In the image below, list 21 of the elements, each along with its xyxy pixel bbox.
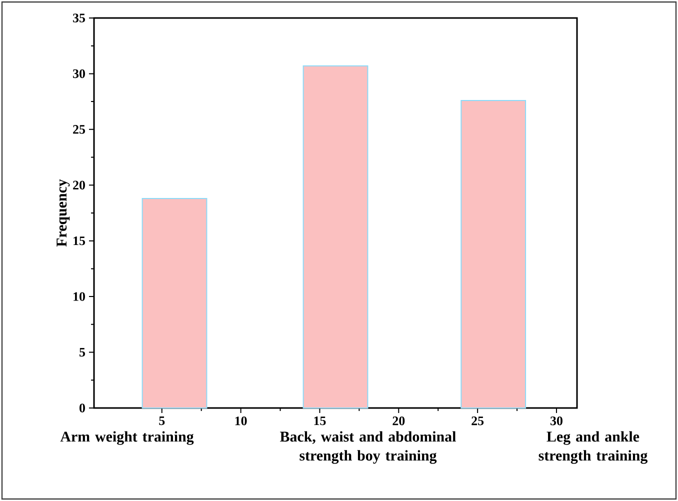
bar	[460, 100, 526, 408]
text: Arm weight training	[60, 431, 194, 445]
x-tick-label: 10	[235, 416, 247, 426]
bar	[142, 198, 208, 408]
y-tick-label: 30	[73, 69, 85, 78]
text: Leg and ankle strength training	[538, 431, 648, 464]
y-tick-label: 20	[73, 180, 85, 190]
y-tick-label: 35	[73, 14, 86, 22]
y-tick-label: 0	[80, 404, 85, 412]
x-tick-label: 15	[314, 416, 326, 426]
y-tick-label: 10	[74, 292, 85, 301]
y-tick-label: 25	[73, 125, 86, 134]
text: Back, waist and abdominal strength boy training	[280, 431, 456, 464]
x-tick-label: 25	[472, 416, 484, 426]
y-tick-label: 15	[74, 236, 86, 246]
x-tick-label: 30	[550, 416, 562, 426]
x-tick-label: 5	[159, 416, 165, 426]
y-tick-label: 5	[80, 348, 86, 357]
y-axis-title: Frequency	[56, 179, 70, 247]
x-tick-label: 20	[392, 416, 405, 426]
bar	[302, 65, 368, 408]
